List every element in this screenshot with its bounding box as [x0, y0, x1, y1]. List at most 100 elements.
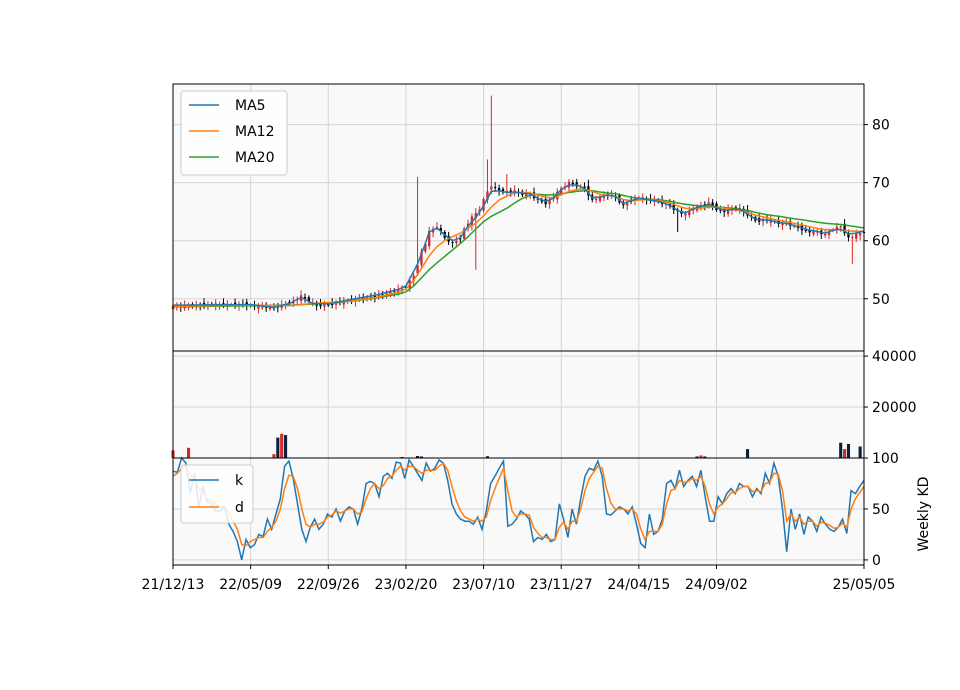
- price-moving-averages: [172, 184, 865, 309]
- candle-body: [827, 232, 831, 235]
- candle-body: [816, 231, 819, 233]
- volume-bar: [858, 446, 862, 458]
- candle-body: [439, 228, 443, 232]
- candle-body: [319, 303, 322, 307]
- kd-panel: 0 50 100 Weekly KD k d: [172, 451, 932, 569]
- price-y-axis: 50 60 70 80: [864, 118, 890, 308]
- legend-ma20-label: MA20: [235, 150, 274, 166]
- y-tick-label-1: 50: [872, 502, 890, 518]
- candle-body: [400, 288, 404, 291]
- candle-body: [843, 223, 846, 234]
- candle-body: [672, 203, 675, 210]
- candle-body: [509, 190, 512, 192]
- legend-ma12-label: MA12: [235, 124, 274, 140]
- volume-bars: [171, 433, 862, 458]
- volume-bar: [695, 456, 699, 458]
- candle-body: [416, 265, 419, 274]
- candle-body: [505, 190, 509, 193]
- volume-bar: [843, 449, 847, 458]
- legend-ma5-label: MA5: [235, 98, 266, 114]
- y-tick-label-2: 100: [872, 451, 899, 467]
- candle-body: [571, 182, 575, 185]
- candle-body: [389, 291, 392, 294]
- candle-body: [525, 193, 528, 197]
- volume-bar: [276, 437, 280, 458]
- candle-body: [726, 209, 730, 215]
- legend-d-label: d: [235, 500, 244, 516]
- volume-bar: [485, 456, 489, 458]
- y-tick-label-0: 0: [872, 553, 881, 569]
- x-axis: 21/12/13 22/05/09 22/09/26 23/02/20 23/07/10…: [142, 565, 895, 593]
- candle-body: [420, 251, 423, 265]
- price-plot-background: [173, 84, 864, 351]
- candle-body: [261, 306, 264, 308]
- volume-y-axis: 20000 40000: [864, 349, 917, 416]
- candle-body: [327, 304, 330, 306]
- y-tick-label-1: 60: [872, 234, 890, 250]
- y-tick-label-3: 80: [872, 118, 890, 134]
- volume-bar: [272, 454, 276, 458]
- price-panel: 50 60 70 80 MA5 MA12 MA20: [171, 83, 890, 352]
- candle-body: [560, 188, 563, 194]
- volume-bar: [846, 443, 851, 458]
- volume-panel: 20000 40000: [171, 349, 917, 459]
- price-legend: MA5 MA12 MA20: [180, 90, 288, 176]
- candle-body: [428, 230, 431, 246]
- y-tick-label-2: 70: [872, 176, 890, 192]
- candle-body: [626, 203, 629, 206]
- legend-k-label: k: [235, 473, 244, 489]
- kd-y-axis: 0 50 100: [864, 451, 899, 569]
- kd-d-line: [172, 462, 865, 547]
- candle-body: [851, 236, 854, 238]
- candle-body: [334, 302, 338, 305]
- candle-body: [711, 202, 714, 207]
- y-tick-label-0: 50: [872, 292, 890, 308]
- candle-body: [688, 211, 691, 216]
- candle-body: [323, 304, 326, 307]
- candle-body: [598, 196, 602, 201]
- candle-body: [490, 186, 493, 190]
- volume-bar: [186, 447, 191, 458]
- ma5-line: [173, 184, 865, 309]
- price-legend-box: [180, 90, 288, 176]
- x-tick-label-0: 21/12/13: [142, 577, 205, 593]
- volume-bar: [400, 456, 404, 458]
- volume-bar: [419, 456, 424, 458]
- x-tick-label-2: 22/09/26: [297, 577, 360, 593]
- candle-body: [474, 212, 477, 218]
- candle-body: [459, 238, 462, 240]
- candle-body: [839, 226, 842, 228]
- kd-plot-frame: [172, 457, 865, 566]
- candle-body: [455, 240, 458, 244]
- x-tick-label-4: 23/07/10: [452, 577, 515, 593]
- candle-body: [486, 191, 489, 201]
- candle-body: [257, 305, 260, 309]
- candle-body: [381, 294, 384, 296]
- candle-body: [548, 199, 551, 204]
- candle-body: [781, 222, 784, 226]
- candle-body: [835, 226, 838, 231]
- candle-body: [855, 233, 858, 239]
- candle-body: [451, 242, 454, 244]
- x-tick-label-7: 24/09/02: [685, 577, 748, 593]
- candle-body: [412, 275, 415, 281]
- volume-bar: [699, 455, 703, 458]
- kd-y-axis-title: Weekly KD: [916, 477, 932, 552]
- candle-body: [501, 189, 505, 193]
- candle-body: [789, 221, 792, 226]
- volume-bar: [284, 435, 288, 458]
- volume-bar: [839, 442, 843, 458]
- candle-body: [303, 296, 307, 299]
- candle-body: [393, 290, 396, 292]
- candle-body: [692, 209, 695, 211]
- candle-body: [494, 186, 497, 188]
- candle-body: [540, 199, 543, 202]
- candle-body: [812, 230, 815, 235]
- x-tick-label-5: 23/11/27: [530, 577, 593, 593]
- candle-body: [396, 289, 400, 293]
- candle-body: [824, 233, 827, 236]
- candle-body: [808, 229, 811, 233]
- candle-body: [858, 233, 862, 236]
- candle-body: [424, 244, 427, 252]
